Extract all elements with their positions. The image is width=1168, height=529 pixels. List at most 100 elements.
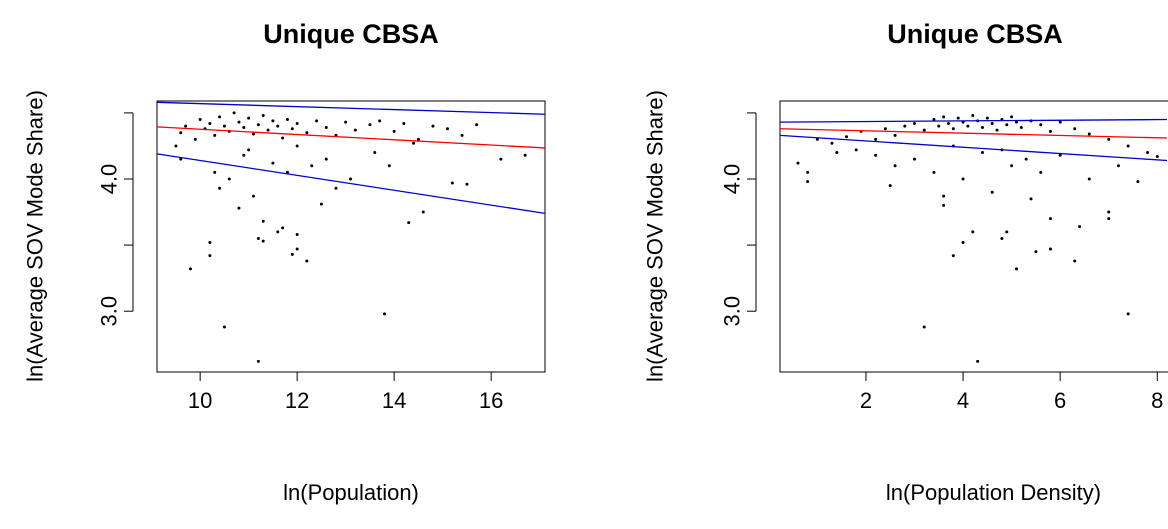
- point: [1010, 164, 1014, 168]
- fit-line: [157, 101, 545, 115]
- point: [256, 359, 260, 363]
- point: [261, 219, 265, 223]
- point: [995, 128, 999, 132]
- point: [237, 120, 241, 124]
- point: [198, 118, 202, 122]
- point: [922, 325, 926, 329]
- point: [1039, 123, 1043, 127]
- point: [942, 115, 946, 119]
- point: [349, 177, 353, 181]
- point: [450, 181, 454, 185]
- point: [830, 141, 834, 145]
- point: [242, 153, 246, 157]
- point: [888, 184, 892, 188]
- point: [193, 137, 197, 141]
- y-tick-label: 3.0: [720, 296, 745, 327]
- point: [937, 124, 941, 128]
- panel: Unique CBSA ln(Population) ln(Average SOV …: [23, 19, 546, 505]
- point: [431, 124, 435, 128]
- point: [1019, 125, 1023, 129]
- point: [179, 157, 183, 161]
- point: [961, 240, 965, 244]
- point: [1058, 120, 1062, 124]
- point: [883, 127, 887, 131]
- point: [475, 123, 479, 127]
- point: [324, 125, 328, 129]
- point: [290, 252, 294, 256]
- point: [208, 121, 212, 125]
- point: [334, 186, 338, 190]
- point: [1126, 312, 1130, 316]
- point: [446, 127, 450, 131]
- x-tick-label: 6: [1054, 388, 1066, 413]
- point: [893, 133, 897, 137]
- point: [222, 325, 226, 329]
- point: [980, 125, 984, 129]
- chart-title: Unique CBSA: [887, 19, 1063, 49]
- point: [1039, 170, 1043, 174]
- point: [261, 114, 265, 118]
- fit-line: [780, 128, 1167, 139]
- x-tick-label: 2: [860, 388, 872, 413]
- point: [1126, 144, 1130, 148]
- point: [980, 151, 984, 155]
- point: [1029, 197, 1033, 201]
- point: [295, 247, 299, 251]
- point: [276, 230, 280, 234]
- point: [319, 202, 323, 206]
- point: [271, 119, 275, 123]
- point: [261, 239, 265, 243]
- point: [874, 137, 878, 141]
- point: [1000, 236, 1004, 240]
- point: [271, 161, 275, 165]
- point: [922, 128, 926, 132]
- point: [942, 203, 946, 207]
- point: [1136, 180, 1140, 184]
- point: [1014, 120, 1018, 124]
- point: [942, 194, 946, 198]
- point: [1146, 151, 1150, 155]
- chart-title: Unique CBSA: [263, 19, 439, 49]
- x-axis-label: ln(Population Density): [886, 480, 1101, 505]
- point: [806, 170, 810, 174]
- y-tick-label: 4.0: [720, 164, 745, 195]
- point: [1107, 137, 1111, 141]
- point: [961, 177, 965, 181]
- point: [932, 170, 936, 174]
- x-tick-label: 16: [479, 388, 503, 413]
- point: [971, 230, 975, 234]
- x-tick-label: 14: [382, 388, 406, 413]
- point: [353, 128, 357, 132]
- point: [188, 267, 192, 271]
- point: [1034, 250, 1038, 254]
- x-tick-label: 12: [285, 388, 309, 413]
- point: [222, 124, 226, 128]
- point: [387, 164, 391, 168]
- x-tick-label: 10: [188, 388, 212, 413]
- fit-line: [157, 126, 545, 149]
- point: [815, 137, 819, 141]
- plot-area: [780, 114, 1167, 363]
- point: [951, 254, 955, 258]
- point: [407, 221, 411, 225]
- point: [971, 114, 975, 118]
- point: [232, 111, 236, 115]
- point: [1107, 210, 1111, 214]
- point: [1048, 217, 1052, 221]
- point: [1087, 177, 1091, 181]
- point: [305, 131, 309, 135]
- point: [985, 116, 989, 120]
- point: [281, 226, 285, 230]
- y-tick-label: 4.0: [97, 164, 122, 195]
- point: [932, 118, 936, 122]
- point: [242, 125, 246, 129]
- point: [854, 148, 858, 152]
- point: [208, 254, 212, 258]
- point: [913, 157, 917, 161]
- point: [179, 131, 183, 135]
- point: [1155, 155, 1159, 159]
- point: [1048, 247, 1052, 251]
- point: [845, 135, 849, 139]
- point: [227, 177, 231, 181]
- point: [324, 157, 328, 161]
